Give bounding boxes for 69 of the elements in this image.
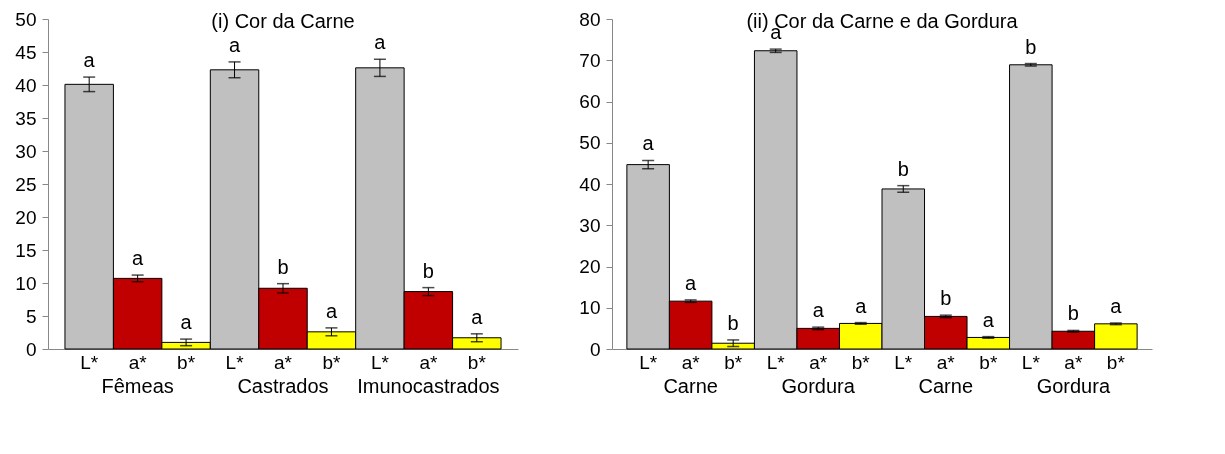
text: Castrados bbox=[237, 375, 329, 397]
x-tick-label: a* bbox=[128, 351, 148, 373]
y-tick-label: 15 bbox=[15, 239, 37, 261]
chart-title: (i) Cor da Carne bbox=[211, 10, 355, 32]
x-tick-label: a* bbox=[809, 351, 828, 373]
x-tick-label: a* bbox=[681, 351, 701, 373]
data-label: a bbox=[982, 308, 995, 331]
y-tick-label: 0 bbox=[589, 338, 601, 360]
data-label: a bbox=[228, 33, 241, 56]
y-tick-label: 40 bbox=[15, 74, 37, 96]
data-label: a bbox=[374, 31, 387, 54]
data-label: a bbox=[1110, 295, 1123, 318]
data-label: a bbox=[132, 247, 145, 270]
x-tick-label: L* bbox=[80, 351, 99, 373]
x-tick-label: b* bbox=[979, 351, 998, 373]
data-label: a bbox=[325, 299, 338, 322]
y-tick-label: 50 bbox=[579, 132, 601, 154]
y-tick-label: 10 bbox=[579, 297, 601, 319]
x-tick-label: L* bbox=[370, 351, 390, 373]
x-tick-label: b* bbox=[177, 351, 196, 373]
data-label: a bbox=[855, 294, 868, 317]
x-tick-label: b* bbox=[851, 351, 871, 373]
x-tick-label: a* bbox=[936, 351, 956, 373]
y-tick-label: 35 bbox=[15, 107, 37, 129]
x-tick-label: L* bbox=[639, 351, 658, 373]
data-label: b bbox=[277, 255, 289, 278]
data-label: b bbox=[1025, 35, 1037, 58]
y-tick-label: 20 bbox=[15, 206, 37, 228]
y-tick-label: 30 bbox=[15, 140, 37, 162]
y-tick-label: 30 bbox=[579, 214, 601, 236]
x-tick-label: L* bbox=[1021, 351, 1041, 373]
data-label: a bbox=[642, 132, 655, 155]
y-tick-label: 60 bbox=[579, 91, 601, 112]
x-tick-label: b* bbox=[1106, 351, 1126, 373]
x-tick-label: a* bbox=[419, 351, 438, 373]
y-tick-label: 10 bbox=[15, 272, 37, 294]
data-label: a bbox=[812, 299, 825, 322]
y-tick-label: 0 bbox=[25, 338, 37, 360]
data-label: b bbox=[1067, 302, 1079, 325]
x-tick-label: b* bbox=[322, 351, 342, 373]
text: Gordura bbox=[1036, 375, 1111, 397]
y-tick-label: 80 bbox=[579, 8, 601, 30]
x-tick-label: L* bbox=[766, 351, 786, 373]
data-label: a bbox=[471, 305, 484, 328]
y-tick-label: 40 bbox=[579, 173, 601, 195]
data-label: a bbox=[685, 271, 698, 294]
x-tick-label: b* bbox=[467, 351, 487, 373]
text: Imunocastrados bbox=[357, 375, 500, 397]
text: Carne bbox=[663, 375, 718, 397]
y-tick-label: 20 bbox=[579, 256, 601, 277]
y-tick-label: 50 bbox=[15, 8, 37, 30]
x-tick-label: b* bbox=[724, 351, 743, 373]
y-tick-label: 5 bbox=[25, 305, 37, 327]
data-label: b bbox=[897, 157, 909, 180]
text: Gordura bbox=[781, 375, 856, 397]
text: Carne bbox=[918, 375, 974, 397]
data-label: b bbox=[422, 259, 434, 282]
y-tick-label: 45 bbox=[15, 41, 37, 63]
x-tick-label: a* bbox=[274, 351, 293, 373]
data-label: b bbox=[940, 287, 952, 310]
x-tick-label: L* bbox=[225, 351, 245, 373]
y-tick-label: 25 bbox=[15, 173, 37, 195]
y-tick-label: 70 bbox=[579, 49, 601, 71]
data-label: a bbox=[180, 311, 193, 334]
data-label: a bbox=[83, 49, 96, 72]
x-tick-label: a* bbox=[1064, 351, 1083, 373]
text: Fêmeas bbox=[101, 375, 174, 397]
x-tick-label: L* bbox=[894, 351, 913, 373]
data-label: b bbox=[727, 311, 739, 334]
